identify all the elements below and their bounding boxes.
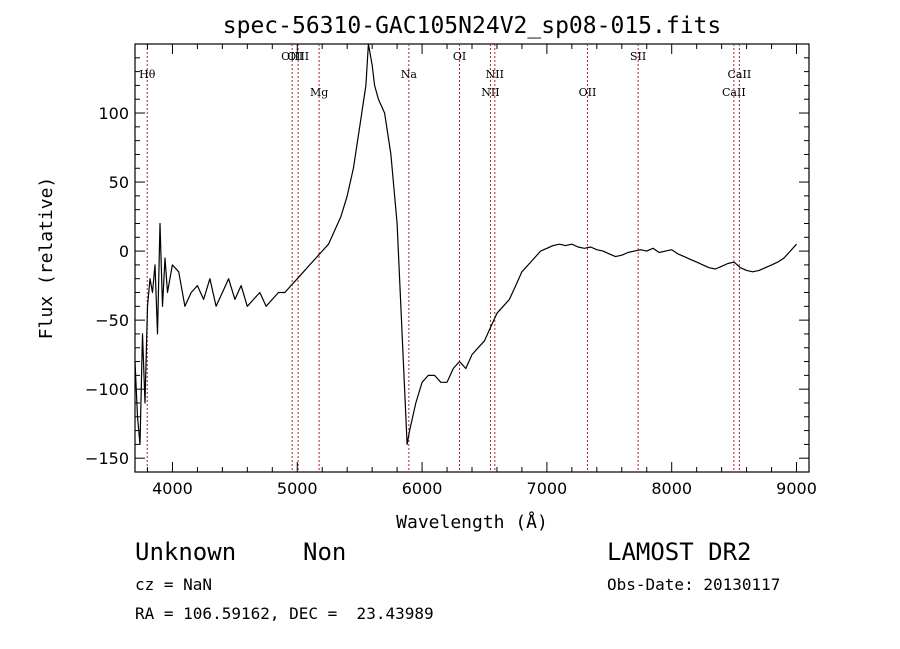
line-label-2: OIII — [287, 50, 309, 63]
y-tick-label-0: 100 — [98, 104, 129, 123]
x-tick-label-4: 8000 — [651, 479, 692, 498]
x-tick-label-5: 9000 — [776, 479, 817, 498]
line-label-9: SII — [630, 50, 646, 63]
y-tick-label-2: 0 — [119, 242, 129, 261]
x-axis-label: Wavelength (Å) — [396, 511, 548, 533]
line-label-8: OII — [579, 86, 597, 99]
line-label-6: NII — [481, 86, 499, 99]
spectrum-chart: spec-56310-GAC105N24V2_sp08-015.fits Hθ O… — [36, 13, 817, 533]
line-label-4: Na — [401, 68, 418, 81]
obs-date-label: Obs-Date: 20130117 — [607, 575, 781, 594]
redshift-label: cz = NaN — [135, 575, 213, 594]
line-label-5: OI — [453, 50, 466, 63]
line-label-10: CaII — [722, 86, 746, 99]
line-label-7: NII — [486, 68, 504, 81]
y-tick-label-4: −100 — [85, 380, 129, 399]
chart-title: spec-56310-GAC105N24V2_sp08-015.fits — [223, 13, 722, 39]
y-tick-label-1: 50 — [109, 173, 129, 192]
y-tick-label-3: −50 — [95, 311, 129, 330]
survey-label: LAMOST DR2 — [607, 538, 752, 566]
y-axis-label: Flux (relative) — [36, 177, 57, 340]
line-label-3: Mg — [310, 86, 328, 99]
line-label-0: Hθ — [139, 68, 156, 81]
x-tick-label-2: 6000 — [402, 479, 443, 498]
classification-label: Unknown — [135, 538, 237, 566]
subclass-label: Non — [303, 538, 347, 566]
x-tick-label-0: 4000 — [152, 479, 193, 498]
plot-frame — [134, 43, 810, 473]
y-tick-label-5: −150 — [85, 449, 129, 468]
coordinates-label: RA = 106.59162, DEC = 23.43989 — [135, 604, 434, 623]
axis-ticks: 4000 5000 6000 7000 8000 9000 100 50 0 −50 −100 −15… — [85, 44, 817, 498]
x-tick-label-3: 7000 — [527, 479, 568, 498]
x-tick-label-1: 5000 — [277, 479, 318, 498]
spectrum-series-line — [134, 43, 797, 445]
line-label-11: CaII — [728, 68, 752, 81]
